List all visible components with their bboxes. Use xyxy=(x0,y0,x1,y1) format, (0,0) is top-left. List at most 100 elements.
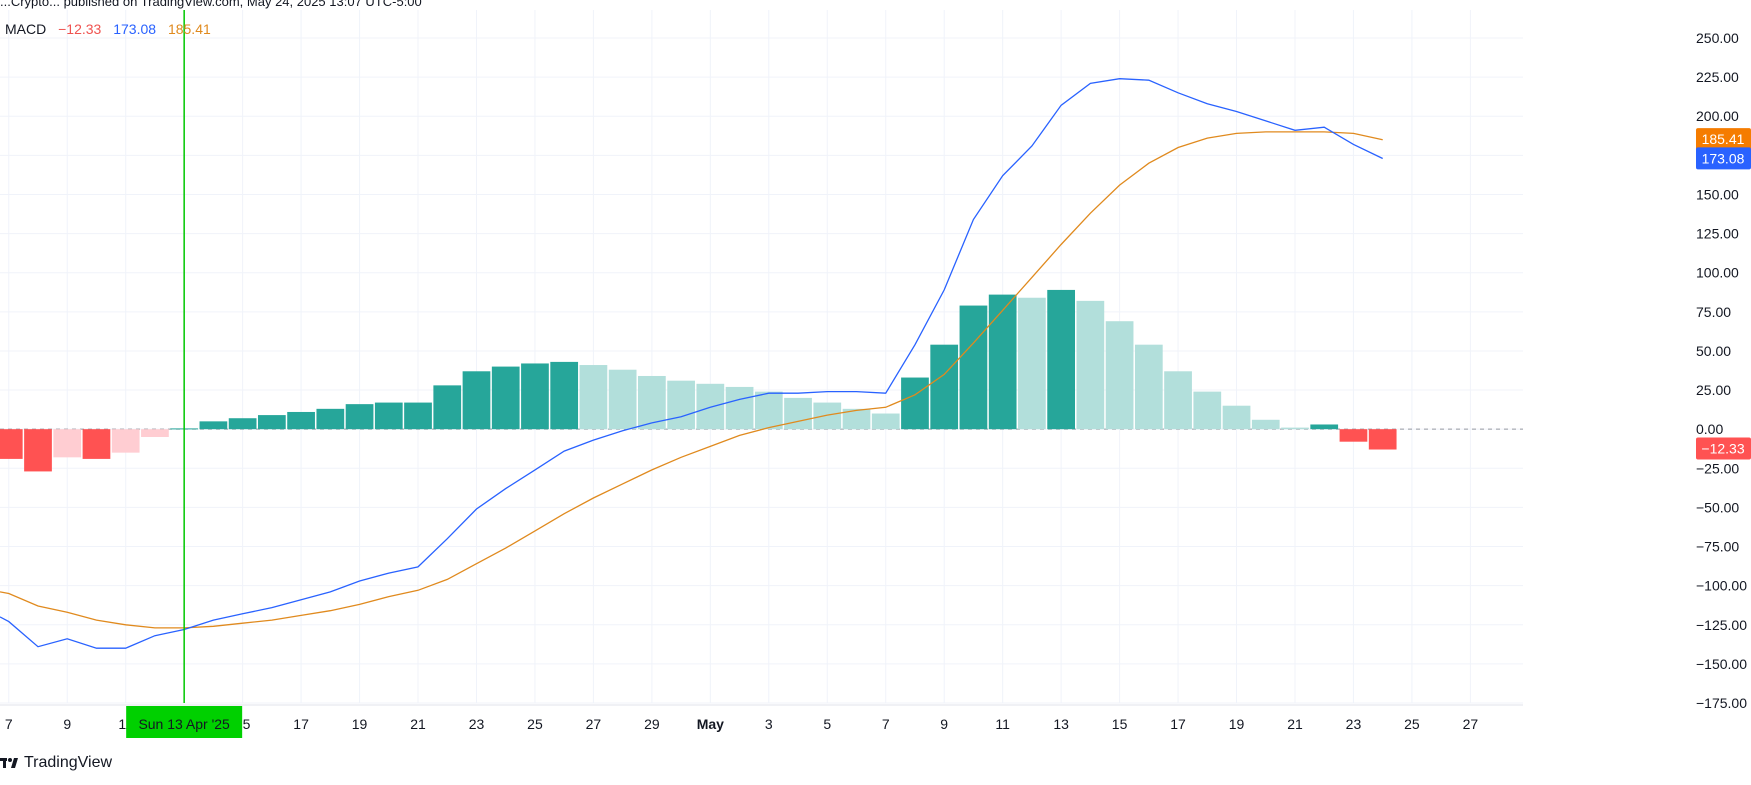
histogram-bar xyxy=(374,402,403,430)
x-tick-label: 17 xyxy=(1170,716,1186,732)
y-tick-label: 75.00 xyxy=(1696,304,1731,320)
y-tick-label: −25.00 xyxy=(1696,460,1739,476)
x-tick-label: 11 xyxy=(995,716,1010,732)
y-tick-label: 50.00 xyxy=(1696,343,1731,359)
y-tick-label: 150.00 xyxy=(1696,186,1739,202)
histogram-bar xyxy=(228,418,257,430)
x-tick-label: 5 xyxy=(823,716,831,732)
histogram-bar xyxy=(1047,289,1075,430)
histogram-bar xyxy=(257,415,286,430)
histogram-bar xyxy=(82,429,111,459)
histogram-bar xyxy=(988,294,1017,430)
histogram-bar xyxy=(959,305,988,430)
histogram-bar xyxy=(608,369,637,430)
chart-grid xyxy=(0,10,1523,704)
histogram-bar xyxy=(784,397,812,430)
histogram-bar xyxy=(901,377,929,430)
signal-price-badge: 185.41 xyxy=(1696,128,1751,151)
histogram-bar xyxy=(141,429,169,437)
histogram-bar xyxy=(287,411,315,430)
y-tick-label: −125.00 xyxy=(1696,617,1747,633)
histogram-bar xyxy=(1076,300,1105,430)
histogram-bar xyxy=(1164,371,1192,430)
indicator-legend[interactable]: MACD −12.33 173.08 185.41 xyxy=(5,21,219,37)
histogram-price-badge: −12.33 xyxy=(1696,437,1751,460)
x-tick-label: 29 xyxy=(644,716,660,732)
histogram-bar xyxy=(0,429,23,459)
y-tick-label: 100.00 xyxy=(1696,265,1739,281)
x-tick-label: 21 xyxy=(1287,716,1303,732)
x-tick-label: 19 xyxy=(1229,716,1245,732)
svg-text:173.08: 173.08 xyxy=(1702,150,1745,166)
x-tick-label: 9 xyxy=(940,716,948,732)
y-tick-label: −150.00 xyxy=(1696,656,1747,672)
x-tick-label: 27 xyxy=(1463,716,1479,732)
y-tick-label: −50.00 xyxy=(1696,499,1739,515)
x-tick-label: 25 xyxy=(1404,716,1420,732)
y-tick-label: 25.00 xyxy=(1696,382,1731,398)
x-tick-label: May xyxy=(697,716,724,732)
histogram-bar xyxy=(316,408,345,430)
legend-signal-value: 185.41 xyxy=(167,21,211,37)
x-tick-label: 17 xyxy=(293,716,309,732)
signal-line xyxy=(0,131,1383,629)
y-tick-label: −75.00 xyxy=(1696,539,1739,555)
histogram-bar xyxy=(550,361,579,430)
histogram-bar xyxy=(930,344,959,430)
x-tick-label: 25 xyxy=(527,716,543,732)
tradingview-logo[interactable]: TradingView xyxy=(0,754,112,772)
x-tick-label: 15 xyxy=(1112,716,1128,732)
histogram-bar xyxy=(842,408,871,430)
histogram-bar xyxy=(521,363,549,430)
histogram-bar xyxy=(462,371,491,430)
y-tick-label: 125.00 xyxy=(1696,226,1739,242)
histogram-bar xyxy=(404,402,432,430)
x-tick-label: 3 xyxy=(765,716,773,732)
histogram-bar xyxy=(1134,344,1163,430)
histogram-bar xyxy=(24,429,52,472)
x-tick-label: 27 xyxy=(586,716,602,732)
y-tick-label: −175.00 xyxy=(1696,695,1747,711)
macd-histogram xyxy=(0,289,1397,472)
histogram-bar xyxy=(111,429,140,453)
publish-info: ...Crypto... published on TradingView.co… xyxy=(0,0,422,9)
indicator-name: MACD xyxy=(5,21,47,37)
legend-histogram-value: −12.33 xyxy=(58,21,102,37)
histogram-bar xyxy=(1222,405,1251,430)
tradingview-icon xyxy=(0,758,18,768)
histogram-bar xyxy=(667,380,695,430)
histogram-bar xyxy=(871,413,900,430)
histogram-bar xyxy=(725,386,754,430)
histogram-bar xyxy=(1193,391,1222,430)
price-axis[interactable]: 250.00225.00200.00175.00150.00125.00100.… xyxy=(1696,30,1747,711)
y-tick-label: 200.00 xyxy=(1696,108,1739,124)
crosshair-date-label: Sun 13 Apr '25 xyxy=(126,706,243,738)
histogram-bar xyxy=(491,366,520,430)
y-tick-label: −100.00 xyxy=(1696,578,1747,594)
x-tick-label: 23 xyxy=(469,716,485,732)
legend-macd-value: 173.08 xyxy=(113,21,157,37)
histogram-bar xyxy=(1310,424,1339,430)
histogram-bar xyxy=(1368,429,1397,450)
histogram-bar xyxy=(1281,427,1309,430)
histogram-bar xyxy=(53,429,82,458)
x-tick-label: 9 xyxy=(63,716,71,732)
x-tick-label: 23 xyxy=(1346,716,1362,732)
histogram-bar xyxy=(579,365,608,430)
y-tick-label: 0.00 xyxy=(1696,421,1723,437)
histogram-bar xyxy=(1105,321,1134,430)
y-tick-label: 250.00 xyxy=(1696,30,1739,46)
price-badges: 185.41 173.08 −12.33 xyxy=(1696,128,1751,460)
brand-name: TradingView xyxy=(24,754,113,771)
histogram-bar xyxy=(813,402,842,430)
x-tick-label: 7 xyxy=(882,716,890,732)
histogram-bar xyxy=(1251,419,1280,430)
histogram-bar xyxy=(199,421,228,430)
histogram-bar xyxy=(345,404,374,430)
histogram-bar xyxy=(754,391,783,430)
svg-text:−12.33: −12.33 xyxy=(1701,440,1744,456)
macd-line xyxy=(0,78,1383,649)
x-tick-label: 13 xyxy=(1053,716,1069,732)
histogram-bar xyxy=(433,385,462,430)
